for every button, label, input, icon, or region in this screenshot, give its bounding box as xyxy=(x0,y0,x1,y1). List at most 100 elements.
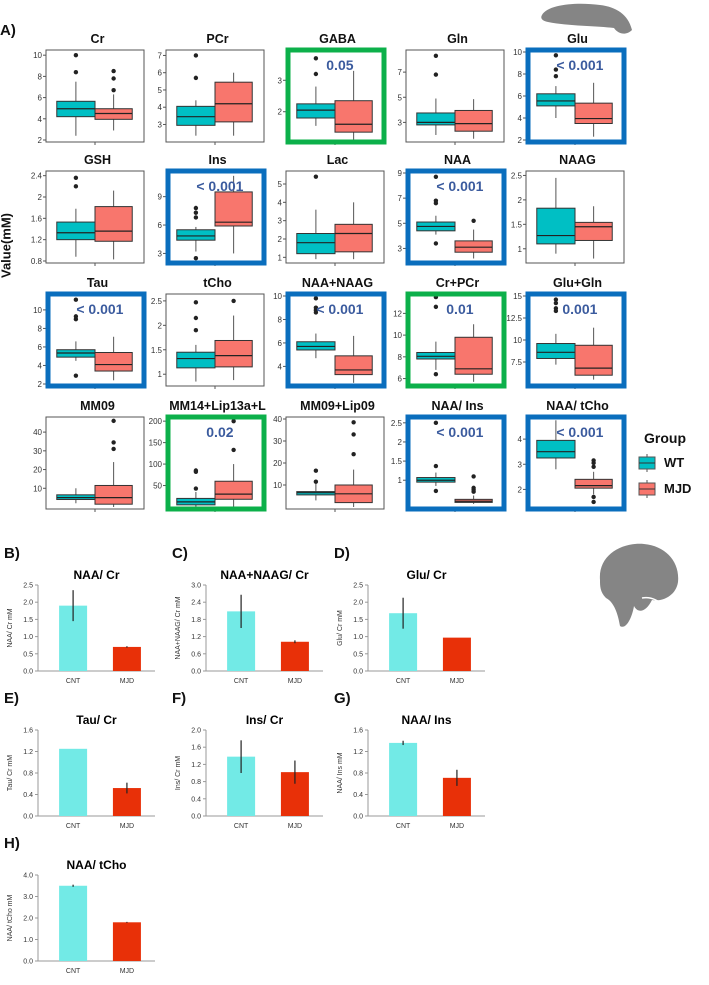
y-tick-label: 0.0 xyxy=(23,669,33,676)
wt-outlier xyxy=(313,174,319,179)
panel-label: H) xyxy=(4,835,20,852)
y-tick-label: 10 xyxy=(513,336,522,345)
y-tick-label: 1.2 xyxy=(191,762,201,769)
wt-outlier xyxy=(433,372,439,377)
y-tick-label: 3 xyxy=(278,76,283,85)
p-value: 0.02 xyxy=(206,424,233,440)
y-tick-label: 10 xyxy=(513,48,522,57)
x-tick-label: MJD xyxy=(120,968,134,975)
legend-item-wt: WT xyxy=(638,454,684,477)
y-axis-label: NAA/ tCho mM xyxy=(7,894,14,941)
wt-outlier xyxy=(433,53,439,58)
cnt-bar xyxy=(59,885,88,961)
y-tick-label: 10 xyxy=(33,484,42,493)
y-tick-label: 2 xyxy=(38,193,43,202)
boxplot-svg: 1 2 3 4 5 xyxy=(278,170,385,266)
mjd-box xyxy=(214,339,253,368)
significance-frame xyxy=(405,291,507,389)
y-tick-label: 1.5 xyxy=(391,457,403,466)
wt-outlier xyxy=(313,468,319,473)
y-tick-label: 8 xyxy=(38,72,43,81)
y-tick-label: 1.0 xyxy=(353,634,363,641)
y-axis-label: Ins/ Cr mM xyxy=(175,756,182,790)
boxplot-panel: Cr+PCr 6 8 10 12 0.01 xyxy=(384,276,509,392)
boxplot-svg: 3 5 7 9 < 0.001 xyxy=(398,168,507,266)
boxplot-title: Glu+Gln xyxy=(553,276,602,290)
x-tick-label: MJD xyxy=(450,823,464,830)
y-tick-label: 2 xyxy=(518,485,523,494)
mjd-box xyxy=(214,81,253,123)
p-value: 0.01 xyxy=(446,301,473,317)
boxplot-panel: NAA 3 5 7 9 < 0.001 xyxy=(384,153,509,269)
boxplot-title: NAA xyxy=(443,153,472,167)
boxplot-title: GSH xyxy=(83,153,112,167)
p-value: < 0.001 xyxy=(196,178,243,194)
y-tick-label: 9 xyxy=(158,193,163,202)
wt-outlier xyxy=(553,306,559,311)
boxplot-title: Glu xyxy=(567,32,588,46)
y-tick-label: 3.0 xyxy=(191,583,201,590)
boxplot-svg: 1 1.5 2 2.5 xyxy=(151,293,265,389)
y-tick-label: 3 xyxy=(278,217,283,226)
wt-outlier xyxy=(193,300,199,305)
mjd-outlier xyxy=(111,76,116,81)
x-tick-label: CNT xyxy=(396,678,411,685)
wt-outlier xyxy=(73,373,79,378)
panel-label: B) xyxy=(4,545,20,562)
wt-outlier xyxy=(73,52,79,58)
x-tick-label: MJD xyxy=(288,823,302,830)
y-tick-label: 50 xyxy=(153,482,162,491)
boxplot-svg: 3 4 5 6 7 xyxy=(158,49,265,145)
bar-chart-svg: NAA+NAAG/ Cr NAA+NAAG/ Cr mM 0.0 0.6 1.2 1.8 2… xyxy=(175,568,323,685)
wt-outlier xyxy=(553,53,559,58)
y-tick-label: 2.5 xyxy=(511,171,523,180)
boxplot-panel: PCr 3 4 5 6 7 xyxy=(144,32,269,148)
x-tick-label: CNT xyxy=(66,968,81,975)
wt-outlier xyxy=(193,210,199,215)
y-tick-label: 20 xyxy=(273,459,282,468)
y-tick-label: 1 xyxy=(518,245,523,254)
mjd-box xyxy=(454,240,493,253)
mjd-outlier xyxy=(471,474,476,479)
wt-outlier xyxy=(313,56,319,61)
bar-chart-svg: NAA/ tCho NAA/ tCho mM 0.0 1.0 2.0 3.0 4.0 CNT M… xyxy=(7,858,155,975)
y-tick-label: 6 xyxy=(398,375,403,384)
y-tick-label: 3 xyxy=(398,118,403,127)
mjd-box xyxy=(334,355,373,376)
wt-box xyxy=(296,103,336,119)
y-tick-label: 30 xyxy=(33,447,42,456)
cnt-bar xyxy=(389,742,418,816)
y-tick-label: 2.5 xyxy=(23,583,33,590)
y-tick-label: 10 xyxy=(273,481,282,490)
y-tick-label: 2 xyxy=(38,136,43,145)
mjd-outlier xyxy=(111,87,116,93)
y-tick-label: 3 xyxy=(398,244,403,253)
y-tick-label: 10 xyxy=(393,331,402,340)
y-tick-label: 1.2 xyxy=(23,749,33,756)
boxplot-title: tCho xyxy=(203,276,232,290)
y-tick-label: 4 xyxy=(278,198,283,207)
p-value: 0.05 xyxy=(326,57,353,73)
y-tick-label: 5 xyxy=(158,86,163,95)
y-axis-label: NAA+NAAG/ Cr mM xyxy=(175,596,182,659)
boxplot-svg: 230.05 xyxy=(278,47,387,145)
bar-chart-title: NAA+NAAG/ Cr xyxy=(220,568,309,582)
y-axis-label: Tau/ Cr mM xyxy=(7,755,14,791)
boxplot-svg: 0.8 1.2 1.6 2 2.4 xyxy=(31,170,145,266)
y-tick-label: 8 xyxy=(38,324,43,333)
y-tick-label: 2 xyxy=(518,196,523,205)
mjd-box xyxy=(214,191,253,227)
mjd-box xyxy=(334,223,373,253)
bar-panel: C) NAA+NAAG/ Cr NAA+NAAG/ Cr mM 0.0 0.6 1.2 1.… xyxy=(168,545,328,695)
y-tick-label: 2 xyxy=(278,108,283,117)
y-tick-label: 1.5 xyxy=(23,617,33,624)
y-tick-label: 5 xyxy=(278,180,283,189)
boxplot-panel: NAA+NAAG 4 6 8 10 < 0.001 xyxy=(264,276,389,392)
mjd-bar xyxy=(112,646,141,671)
boxplot-svg: 1 1.5 2 2.5 xyxy=(511,170,625,266)
mjd-outlier xyxy=(231,418,236,424)
bar-chart-title: NAA/ tCho xyxy=(67,858,127,872)
y-tick-label: 2.0 xyxy=(23,916,33,923)
y-tick-label: 1.2 xyxy=(353,749,363,756)
panel-label-a: A) xyxy=(0,22,16,39)
